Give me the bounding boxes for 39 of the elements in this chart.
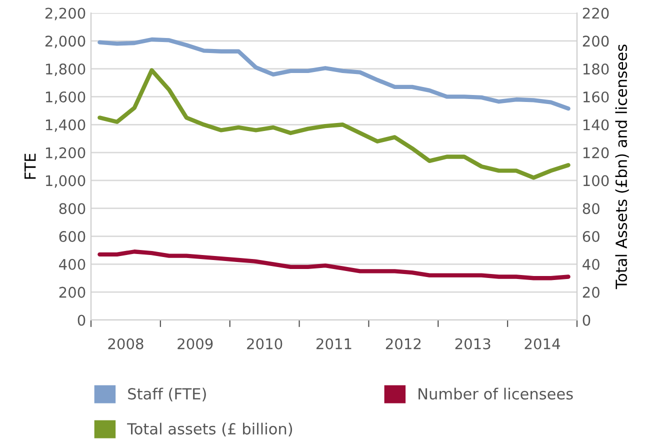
x-tick-label: 2012: [386, 338, 421, 350]
y-tick-label: 1,800: [46, 64, 86, 76]
y2-tick-label: 120: [583, 147, 609, 158]
x-tick-label: 2011: [316, 338, 352, 350]
y-tick-label: 400: [59, 258, 86, 270]
y2-tick-label: 220: [582, 8, 609, 19]
y-tick-label: 1,400: [46, 119, 86, 132]
y2-tick-label: 80: [582, 203, 600, 214]
legend-label: Staff (FTE): [128, 388, 206, 402]
y2-tick-label: 140: [583, 119, 609, 130]
y-tick-label: 200: [59, 286, 86, 298]
x-tick-label: 2009: [178, 338, 213, 350]
x-tick-label: 2014: [524, 338, 560, 350]
y2-tick-label: 40: [582, 258, 600, 270]
line-series: [98, 68, 570, 180]
y2-tick-label: 200: [582, 36, 609, 47]
y2-tick-label: 60: [582, 230, 600, 242]
legend-label: Number of licensees: [418, 388, 573, 400]
y2-tick-label: 20: [582, 286, 600, 298]
y-tick-label: 2,000: [45, 36, 86, 48]
y-tick-label: 2,200: [45, 8, 86, 20]
y2-tick-label: 100: [583, 175, 609, 186]
y-tick-label: 1,000: [46, 175, 86, 188]
y-tick-label: 600: [59, 230, 86, 242]
y2-tick-label: 0: [582, 314, 590, 326]
y-tick-label: 800: [59, 203, 86, 214]
x-tick-label: 2010: [247, 338, 282, 350]
y-axis-title: FTE: [24, 154, 36, 179]
y2-tick-label: 180: [583, 64, 609, 75]
x-tick-label: 2013: [455, 338, 490, 350]
line-series: [98, 37, 570, 111]
y2-tick-label: 160: [583, 91, 609, 102]
y2-axis-title: Total Assets (£bn) and licensees: [615, 44, 629, 290]
x-tick-label: 2008: [108, 338, 144, 350]
y-tick-label: 0: [78, 314, 86, 326]
line-series: [98, 250, 570, 280]
legend-label: Total assets (£ billion): [127, 422, 292, 436]
y-tick-label: 1,200: [46, 147, 86, 160]
y-tick-label: 1,600: [46, 91, 86, 104]
